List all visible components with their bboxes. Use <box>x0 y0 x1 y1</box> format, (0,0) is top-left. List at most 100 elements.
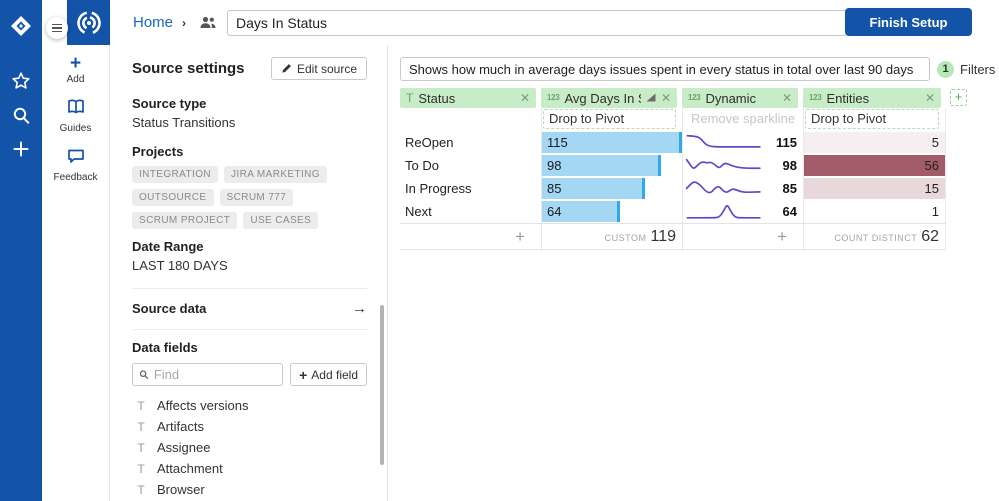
status-cell: To Do <box>405 158 439 173</box>
sidebar-item-label: Guides <box>59 123 92 134</box>
avg-days-bar: 115 <box>542 132 682 153</box>
field-name: Affects versions <box>157 398 249 413</box>
avg-days-bar: 98 <box>542 155 662 176</box>
table-row: ReOpen 115 115 5 <box>400 131 946 154</box>
pivot-drop-cell <box>400 108 541 131</box>
remove-sparkline-hint[interactable]: Remove sparkline <box>690 111 796 126</box>
shared-users-icon <box>199 15 217 30</box>
jira-logo-icon[interactable] <box>0 2 42 50</box>
avg-days-cell: 115 <box>541 131 682 154</box>
field-item-affects-versions[interactable]: T Affects versions <box>132 395 367 416</box>
column-header-cell: T Status ✕ <box>400 88 541 108</box>
project-tag: JIRA MARKETING <box>224 166 327 183</box>
entities-heat-fill <box>804 155 945 176</box>
finish-setup-button[interactable]: Finish Setup <box>845 8 972 36</box>
table-row: Next 64 64 1 <box>400 200 946 223</box>
add-measure-button[interactable]: + <box>777 227 787 246</box>
drop-to-pivot-target[interactable]: Drop to Pivot <box>543 109 676 129</box>
find-input[interactable] <box>153 367 277 382</box>
column-chip-entities[interactable]: 123 Entities ✕ <box>803 88 941 108</box>
project-tag: SCRUM PROJECT <box>132 212 238 229</box>
project-tag: INTEGRATION <box>132 166 218 183</box>
entities-cell: 1 <box>803 200 946 223</box>
column-header-cell: 123 Dynamic ✕ <box>682 88 803 108</box>
pivot-drop-row: Drop to Pivot Remove sparkline Drop to Piv… <box>400 108 946 131</box>
column-chip-status[interactable]: T Status ✕ <box>400 88 536 108</box>
panel-scrollbar[interactable] <box>380 305 384 465</box>
field-item-assignee[interactable]: T Assignee <box>132 437 367 458</box>
dynamic-cell: 98 <box>682 154 803 177</box>
sparkline-chart <box>685 132 763 153</box>
filters-button[interactable]: 1 Filters <box>937 60 995 78</box>
entities-heat-fill <box>804 132 945 153</box>
breadcrumb-home-link[interactable]: Home <box>133 14 174 31</box>
column-chip-dynamic[interactable]: 123 Dynamic ✕ <box>682 88 798 108</box>
column-chip-avg-days-in-status[interactable]: 123 Avg Days In Status ✕ <box>541 88 677 108</box>
arrow-right-icon: → <box>352 300 367 317</box>
menu-toggle[interactable] <box>46 17 68 39</box>
aggregate-name: CUSTOM <box>604 233 647 243</box>
dynamic-cell: 115 <box>682 131 803 154</box>
speech-bubble-icon <box>67 148 85 169</box>
remove-column-icon[interactable]: ✕ <box>519 91 530 105</box>
aggregate-total: COUNT DISTINCT 62 <box>804 224 945 251</box>
source-data-link[interactable]: Source data → <box>132 300 367 317</box>
dynamic-value: 98 <box>782 158 797 173</box>
field-item-attachment[interactable]: T Attachment <box>132 458 367 479</box>
footer-cell: + <box>400 224 541 251</box>
star-icon[interactable] <box>0 64 42 98</box>
sparkline-toggle-icon[interactable] <box>646 89 656 107</box>
add-icon[interactable] <box>0 132 42 166</box>
report-description-input[interactable] <box>400 57 930 81</box>
brand-logo-tile[interactable] <box>67 0 110 45</box>
source-type-label: Source type <box>132 96 207 111</box>
project-tag: OUTSOURCE <box>132 189 214 206</box>
field-name: Assignee <box>157 440 211 455</box>
divider <box>132 288 367 289</box>
report-title-input[interactable] <box>227 9 848 36</box>
report-table: T Status ✕ 123 Avg Days In Status ✕ 123 Dynamic… <box>400 88 946 251</box>
divider <box>132 329 367 330</box>
text-field-icon: T <box>137 482 145 497</box>
project-tag: USE CASES <box>243 212 319 229</box>
remove-column-icon[interactable]: ✕ <box>660 91 671 105</box>
table-header-row: T Status ✕ 123 Avg Days In Status ✕ 123 Dynamic… <box>400 88 946 108</box>
dynamic-value: 85 <box>782 181 797 196</box>
chevron-right-icon: › <box>182 15 187 30</box>
sidebar-item-add[interactable]: + Add <box>42 53 109 85</box>
number-type-icon: 123 <box>809 93 822 102</box>
dynamic-cell: 64 <box>682 200 803 223</box>
source-type-value: Status Transitions <box>132 115 236 130</box>
add-field-button[interactable]: + Add field <box>290 363 367 386</box>
column-label: Entities <box>826 90 870 106</box>
column-header-cell: 123 Avg Days In Status ✕ <box>541 88 682 108</box>
entities-heat-fill <box>804 201 945 222</box>
entities-cell: 5 <box>803 131 946 154</box>
entities-value: 5 <box>931 135 939 150</box>
topbar: Home › Finish Setup <box>110 0 999 45</box>
search-icon[interactable] <box>0 98 42 132</box>
remove-column-icon[interactable]: ✕ <box>924 91 935 105</box>
text-field-icon: T <box>137 398 145 413</box>
add-column-button[interactable]: + <box>950 89 967 106</box>
avg-days-cell: 64 <box>541 200 682 223</box>
entities-cell: 15 <box>803 177 946 200</box>
remove-column-icon[interactable]: ✕ <box>781 91 792 105</box>
sidebar-item-guides[interactable]: Guides <box>42 99 109 134</box>
find-field-search[interactable] <box>132 363 284 386</box>
column-label: Status <box>418 90 456 106</box>
field-item-browser[interactable]: T Browser <box>132 479 367 500</box>
date-range-label: Date Range <box>132 239 204 254</box>
sidebar-item-feedback[interactable]: Feedback <box>42 148 109 183</box>
plus-icon: + <box>69 53 82 74</box>
add-row-button[interactable]: + <box>515 227 525 246</box>
edit-source-button[interactable]: Edit source <box>270 57 367 80</box>
data-fields-label: Data fields <box>132 340 198 355</box>
dynamic-value: 64 <box>782 204 797 219</box>
pivot-drop-cell: Drop to Pivot <box>803 108 946 131</box>
sidebar-item-label: Feedback <box>53 172 98 183</box>
drop-to-pivot-target[interactable]: Drop to Pivot <box>805 109 939 129</box>
field-item-artifacts[interactable]: T Artifacts <box>132 416 367 437</box>
project-tag: SCRUM 777 <box>219 189 294 206</box>
